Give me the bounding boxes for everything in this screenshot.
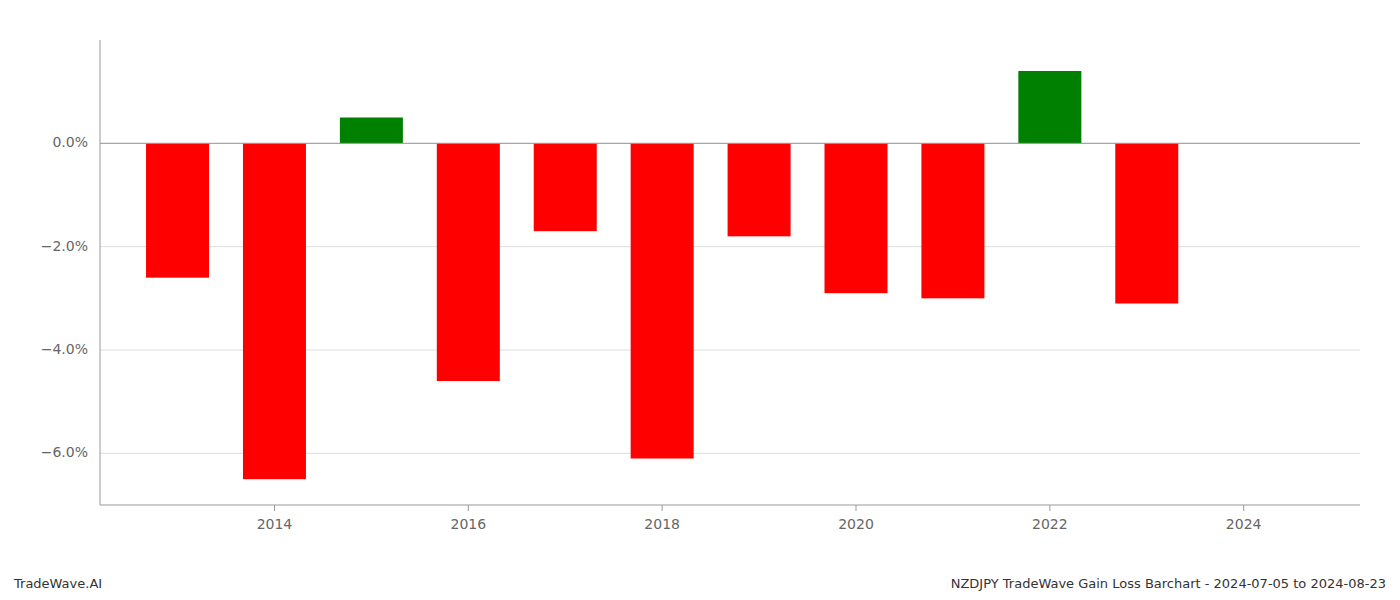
bar (534, 143, 597, 231)
x-tick-label: 2014 (257, 516, 293, 532)
y-tick-label: −4.0% (41, 341, 88, 357)
bar (146, 143, 209, 277)
bar (1115, 143, 1178, 303)
x-tick-label: 2020 (838, 516, 874, 532)
bar (340, 118, 403, 144)
y-tick-label: −6.0% (41, 444, 88, 460)
bar (631, 143, 694, 458)
y-tick-label: 0.0% (52, 134, 88, 150)
bar (825, 143, 888, 293)
chart-svg: 0.0%−2.0%−4.0%−6.0%201420162018202020222… (0, 0, 1400, 600)
grid-line (100, 143, 1360, 144)
x-tick (274, 505, 275, 511)
bar (437, 143, 500, 381)
footer-right: NZDJPY TradeWave Gain Loss Barchart - 20… (951, 576, 1386, 591)
chart-container: 0.0%−2.0%−4.0%−6.0%201420162018202020222… (0, 0, 1400, 600)
x-tick (662, 505, 663, 511)
x-tick (468, 505, 469, 511)
x-tick (1049, 505, 1050, 511)
bar (728, 143, 791, 236)
x-tick-label: 2022 (1032, 516, 1068, 532)
bar (921, 143, 984, 298)
x-tick-label: 2018 (644, 516, 680, 532)
x-ticks: 2014 2016 2018 2020 2022 2024 (257, 505, 1262, 532)
y-axis-line (100, 40, 101, 505)
x-tick (856, 505, 857, 511)
x-axis-line (100, 505, 1360, 506)
x-tick-label: 2016 (450, 516, 486, 532)
bar (243, 143, 306, 479)
bars (146, 71, 1178, 479)
y-tick-labels: 0.0% −2.0% −4.0% −6.0% (41, 134, 88, 460)
zero-line (100, 143, 1360, 144)
x-tick-label: 2024 (1226, 516, 1262, 532)
x-tick (1243, 505, 1244, 511)
y-tick-label: −2.0% (41, 238, 88, 254)
bar (1018, 71, 1081, 143)
footer-left: TradeWave.AI (13, 576, 102, 591)
